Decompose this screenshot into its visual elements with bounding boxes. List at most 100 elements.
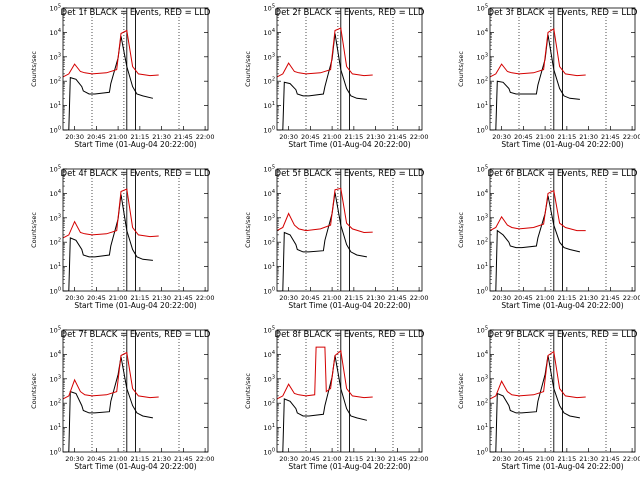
y-tick-label: 100 <box>264 287 275 296</box>
x-tick-label: 21:45 <box>388 455 407 463</box>
x-tick-label: 21:45 <box>601 133 620 141</box>
y-tick-label: 104 <box>50 189 61 198</box>
x-tick-label: 20:45 <box>514 455 533 463</box>
y-tick-label: 105 <box>477 326 488 335</box>
y-axis-label: Counts/sec <box>30 51 38 87</box>
x-tick-label: 20:30 <box>279 133 298 141</box>
x-tick-label: 22:00 <box>196 455 215 463</box>
x-axis-label: Start Time (01-Aug-04 20:22:00) <box>74 301 196 310</box>
x-axis-label: Start Time (01-Aug-04 20:22:00) <box>501 140 623 149</box>
y-tick-label: 101 <box>264 101 275 110</box>
events-series-line <box>63 356 153 452</box>
y-tick-label: 101 <box>50 423 61 432</box>
x-tick-label: 21:30 <box>152 294 171 302</box>
x-tick-label: 21:00 <box>536 133 555 141</box>
y-tick-label: 100 <box>477 287 488 296</box>
x-tick-label: 21:30 <box>366 455 385 463</box>
x-tick-label: 20:45 <box>301 294 320 302</box>
y-tick-label: 105 <box>50 165 61 174</box>
x-tick-label: 20:45 <box>87 294 106 302</box>
x-tick-label: 21:00 <box>109 455 128 463</box>
x-tick-label: 21:15 <box>130 133 149 141</box>
y-tick-label: 102 <box>50 399 61 408</box>
x-tick-label: 22:00 <box>623 455 640 463</box>
y-tick-label: 101 <box>264 262 275 271</box>
x-tick-label: 20:45 <box>514 133 533 141</box>
y-axis-label: Counts/sec <box>30 373 38 409</box>
y-tick-label: 103 <box>50 213 61 222</box>
y-tick-label: 105 <box>264 165 275 174</box>
events-series-line <box>490 355 580 452</box>
y-tick-label: 102 <box>264 399 275 408</box>
y-tick-label: 102 <box>477 399 488 408</box>
x-tick-label: 21:45 <box>174 133 193 141</box>
y-tick-label: 103 <box>50 374 61 383</box>
y-tick-label: 103 <box>264 52 275 61</box>
x-tick-label: 21:00 <box>323 455 342 463</box>
y-tick-label: 101 <box>50 101 61 110</box>
x-tick-label: 20:30 <box>492 455 511 463</box>
x-tick-label: 21:45 <box>174 455 193 463</box>
x-tick-label: 21:30 <box>366 133 385 141</box>
y-tick-label: 101 <box>264 423 275 432</box>
x-tick-label: 21:30 <box>152 133 171 141</box>
x-axis-label: Start Time (01-Aug-04 20:22:00) <box>288 301 410 310</box>
x-tick-label: 22:00 <box>623 294 640 302</box>
x-tick-label: 21:45 <box>388 294 407 302</box>
lld-series-line <box>490 27 586 78</box>
x-tick-label: 21:00 <box>109 294 128 302</box>
y-tick-label: 105 <box>477 4 488 13</box>
x-tick-label: 21:15 <box>344 294 363 302</box>
plot-frame <box>276 329 423 453</box>
y-tick-label: 101 <box>477 101 488 110</box>
x-tick-label: 21:15 <box>557 133 576 141</box>
x-tick-label: 21:00 <box>536 294 555 302</box>
lld-series-line <box>277 346 373 400</box>
y-tick-label: 100 <box>477 448 488 457</box>
events-series-line <box>490 34 580 130</box>
x-tick-label: 21:15 <box>344 455 363 463</box>
y-tick-label: 100 <box>264 126 275 135</box>
x-tick-label: 22:00 <box>196 294 215 302</box>
detector-panel: Det 7f BLACK = Events, RED = LLD10010110… <box>30 326 214 472</box>
x-tick-label: 20:45 <box>514 294 533 302</box>
lld-series-line <box>490 189 586 232</box>
x-tick-label: 21:00 <box>323 133 342 141</box>
x-tick-label: 21:15 <box>130 455 149 463</box>
y-tick-label: 102 <box>477 77 488 86</box>
plot-frame <box>276 7 423 131</box>
x-tick-label: 22:00 <box>623 133 640 141</box>
events-series-line <box>63 194 153 291</box>
y-tick-label: 103 <box>264 213 275 222</box>
x-axis-label: Start Time (01-Aug-04 20:22:00) <box>74 462 196 471</box>
x-axis-label: Start Time (01-Aug-04 20:22:00) <box>288 462 410 471</box>
y-tick-label: 100 <box>264 448 275 457</box>
detector-panel: Det 3f BLACK = Events, RED = LLD10010110… <box>457 4 640 150</box>
x-tick-label: 22:00 <box>410 455 429 463</box>
lld-series-line <box>277 27 373 78</box>
x-tick-label: 21:15 <box>557 294 576 302</box>
events-series-line <box>63 36 154 130</box>
y-axis-label: Counts/sec <box>244 212 252 248</box>
y-axis-label: Counts/sec <box>457 373 465 409</box>
y-tick-label: 105 <box>50 326 61 335</box>
plot-frame <box>62 329 209 453</box>
y-tick-label: 105 <box>264 4 275 13</box>
x-tick-label: 21:30 <box>579 294 598 302</box>
y-axis-label: Counts/sec <box>244 51 252 87</box>
plot-frame <box>489 329 636 453</box>
y-tick-label: 100 <box>477 126 488 135</box>
lld-series-line <box>490 350 586 400</box>
x-tick-label: 22:00 <box>196 133 215 141</box>
y-tick-label: 101 <box>50 262 61 271</box>
lld-series-line <box>63 351 159 400</box>
x-tick-label: 21:45 <box>601 294 620 302</box>
x-tick-label: 20:30 <box>279 294 298 302</box>
x-tick-label: 20:30 <box>65 294 84 302</box>
x-tick-label: 21:00 <box>109 133 128 141</box>
x-tick-label: 20:45 <box>301 133 320 141</box>
x-tick-label: 22:00 <box>410 133 429 141</box>
y-axis-label: Counts/sec <box>30 212 38 248</box>
